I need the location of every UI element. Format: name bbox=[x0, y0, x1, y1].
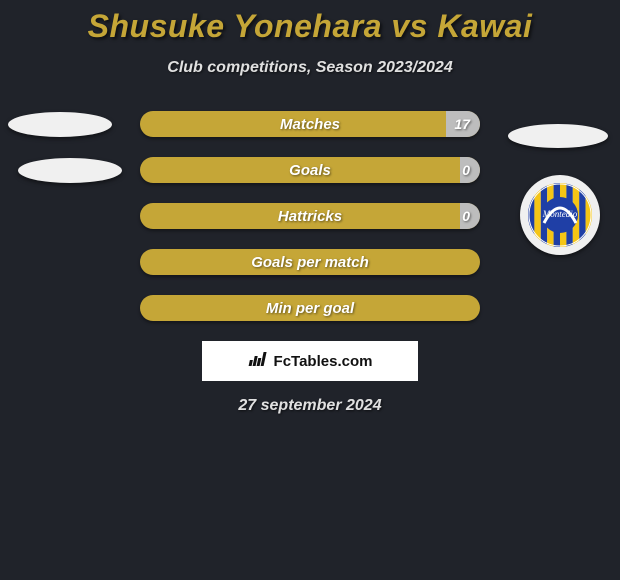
stat-bar: Hattricks 0 bbox=[140, 203, 480, 229]
stat-row: Goals 0 bbox=[0, 157, 620, 183]
stat-row: Matches 17 bbox=[0, 111, 620, 137]
page-title: Shusuke Yonehara vs Kawai bbox=[0, 0, 620, 45]
stat-row: Goals per match bbox=[0, 249, 620, 275]
bars-icon bbox=[248, 350, 270, 373]
stat-bar: Goals 0 bbox=[140, 157, 480, 183]
snapshot-date: 27 september 2024 bbox=[0, 397, 620, 415]
stat-label: Matches bbox=[280, 116, 340, 133]
stat-row: Min per goal bbox=[0, 295, 620, 321]
stat-value-right: 17 bbox=[454, 116, 470, 132]
stat-label: Min per goal bbox=[266, 300, 354, 317]
stat-value-right: 0 bbox=[462, 162, 470, 178]
stat-label: Hattricks bbox=[278, 208, 342, 225]
stat-row: Hattricks 0 bbox=[0, 203, 620, 229]
footer-logo: FcTables.com bbox=[248, 350, 373, 373]
stats-area: Matches 17 Goals 0 Hattricks 0 Goals per… bbox=[0, 111, 620, 321]
season-subtitle: Club competitions, Season 2023/2024 bbox=[0, 59, 620, 77]
stat-label: Goals per match bbox=[251, 254, 369, 271]
stat-bar: Goals per match bbox=[140, 249, 480, 275]
footer-brand-box: FcTables.com bbox=[202, 341, 418, 381]
stat-bar: Min per goal bbox=[140, 295, 480, 321]
stat-bar: Matches 17 bbox=[140, 111, 480, 137]
stat-label: Goals bbox=[289, 162, 331, 179]
stat-value-right: 0 bbox=[462, 208, 470, 224]
footer-brand-text: FcTables.com bbox=[274, 353, 373, 370]
player-left-placeholder bbox=[8, 112, 112, 137]
player-left-placeholder bbox=[18, 158, 122, 183]
